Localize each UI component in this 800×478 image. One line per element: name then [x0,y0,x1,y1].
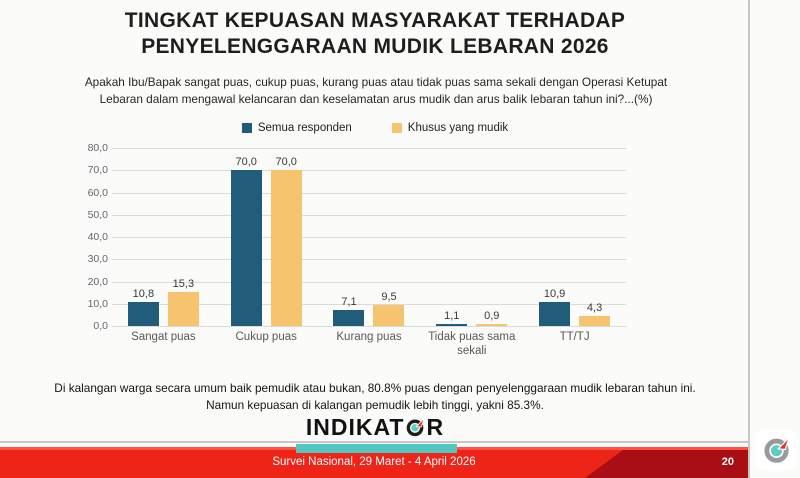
bar [333,310,365,326]
gridline [112,259,626,261]
bar-chart: 80,0 70,0 60,0 50,0 40,0 30,0 20,0 10,0 0,0 10,8… [82,142,626,332]
bar-with-label: 4,3 [579,302,611,326]
category-label: Kurang puas [336,331,402,343]
bar-with-label: 1,1 [436,309,468,326]
category-label: Cukup puas [235,331,297,343]
slide-bottom-border [0,441,750,443]
slide-title-line1: TINGKAT KEPUASAN MASYARAKAT TERHADAP [124,9,626,32]
y-axis-labels: 80,0 70,0 60,0 50,0 40,0 30,0 20,0 10,0 0,0 [82,142,112,332]
bar [127,301,159,326]
bar-value-label: 7,1 [341,296,357,309]
bar-value-label: 0,9 [484,310,500,322]
bar-with-label: 70,0 [270,156,302,326]
bar-with-label: 0,9 [476,310,508,326]
gridline [112,192,626,194]
chart-legend: Semua responden Khusus yang mudik [0,122,750,134]
legend-swatch-mudik-only-icon [391,123,402,133]
watermark-compass-bubble [756,429,796,470]
gridline [112,170,626,172]
slide-right-border [748,0,750,478]
bar [167,291,199,326]
category-label: TT/TJ [559,331,590,343]
bar-value-label: 15,3 [172,277,195,290]
bar-value-label: 10,9 [543,287,566,300]
bar [579,316,611,326]
compass-icon [404,417,426,437]
conclusion-note-line2: Namun kepuasan di kalangan pemudik lebih… [206,398,544,413]
bar-with-label: 70,0 [230,156,262,326]
category-label: Tidak puas sama sekali [428,331,516,357]
bar-group: 7,1 9,5 [318,148,421,326]
gridline [112,303,626,305]
bar [436,323,468,326]
y-tick-label: 40,0 [87,231,108,243]
bar-group: 10,9 4,3 [523,148,626,326]
bar-group: 1,1 0,9 [420,148,523,326]
conclusion-note: Di kalangan warga secara umum baik pemud… [30,380,720,414]
bar-with-label: 10,9 [539,287,571,326]
compass-watermark-icon [762,435,791,464]
legend-label-mudik-only: Khusus yang mudik [407,122,509,134]
y-tick-label: 60,0 [87,186,108,199]
bar-with-label: 9,5 [373,290,405,326]
bar-value-label: 70,0 [275,156,297,169]
plot-area: 10,8 15,3 70,0 70,0 7,1 9,5 1,1 0,9 10,9 4,3 [112,148,626,327]
survey-question: Apakah Ibu/Bapak sangat puas, cukup puas… [70,74,682,107]
gridline [112,148,626,149]
legend-item-all-respondents: Semua responden [241,122,352,134]
bar [230,170,262,326]
bar-with-label: 10,8 [127,287,159,326]
bar-value-label: 9,5 [381,290,397,303]
bar-value-label: 10,8 [132,287,155,300]
y-tick-label: 50,0 [87,208,108,221]
page-number: 20 [721,455,734,468]
gridline [112,281,626,283]
y-tick-label: 30,0 [87,253,108,266]
gridline [112,326,626,327]
gridline [112,237,626,238]
legend-label-all-respondents: Semua responden [257,122,352,134]
y-tick-label: 70,0 [87,164,108,177]
category-label: Sangat puas [131,331,196,343]
bar-with-label: 7,1 [333,296,365,326]
teal-accent-bar [296,444,457,453]
bar [270,170,302,326]
legend-swatch-all-respondents-icon [241,123,252,133]
y-tick-label: 80,0 [87,142,108,154]
y-tick-label: 0,0 [93,320,108,332]
bar [476,324,508,326]
legend-item-mudik-only: Khusus yang mudik [391,122,509,134]
survey-question-line1: Apakah Ibu/Bapak sangat puas, cukup puas… [84,75,668,89]
indikator-logo-text-left: INDIKAT [305,413,405,440]
bar-group: 10,8 15,3 [112,148,215,326]
bar-value-label: 1,1 [444,309,460,322]
slide-title: TINGKAT KEPUASAN MASYARAKAT TERHADAP PEN… [0,8,750,59]
bar-value-label: 70,0 [235,156,257,169]
gridline [112,214,626,216]
indikator-logo: INDIKAT R [0,414,750,440]
bar-group: 70,0 70,0 [215,148,318,326]
bar [539,301,571,326]
bar-with-label: 15,3 [167,277,199,326]
conclusion-note-line1: Di kalangan warga secara umum baik pemud… [54,381,696,395]
category-labels: Sangat puas Cukup puas Kurang puas Tidak pu… [112,331,626,359]
y-tick-label: 10,0 [87,297,108,310]
footer-survey-label: Survei Nasional, 29 Maret - 4 April 2026 [272,455,476,468]
y-tick-label: 20,0 [87,275,108,288]
survey-question-line2: Lebaran dalam mengawal kelancaran dan ke… [99,91,653,106]
bar [373,304,405,326]
bar-value-label: 4,3 [586,302,603,315]
indikator-logo-text-right: R [426,413,445,440]
bar-groups: 10,8 15,3 70,0 70,0 7,1 9,5 1,1 0,9 10,9 4,3 [112,148,626,326]
slide-title-line2: PENYELENGGARAAN MUDIK LEBARAN 2026 [141,34,609,58]
